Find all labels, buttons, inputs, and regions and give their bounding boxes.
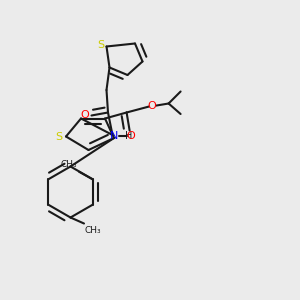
- Text: S: S: [98, 40, 105, 50]
- Text: H: H: [125, 131, 133, 142]
- Text: N: N: [110, 131, 118, 142]
- Text: O: O: [148, 100, 157, 111]
- Text: S: S: [55, 131, 62, 142]
- Text: O: O: [127, 131, 136, 141]
- Text: O: O: [80, 110, 89, 121]
- Text: CH₃: CH₃: [61, 160, 78, 169]
- Text: CH₃: CH₃: [85, 226, 101, 235]
